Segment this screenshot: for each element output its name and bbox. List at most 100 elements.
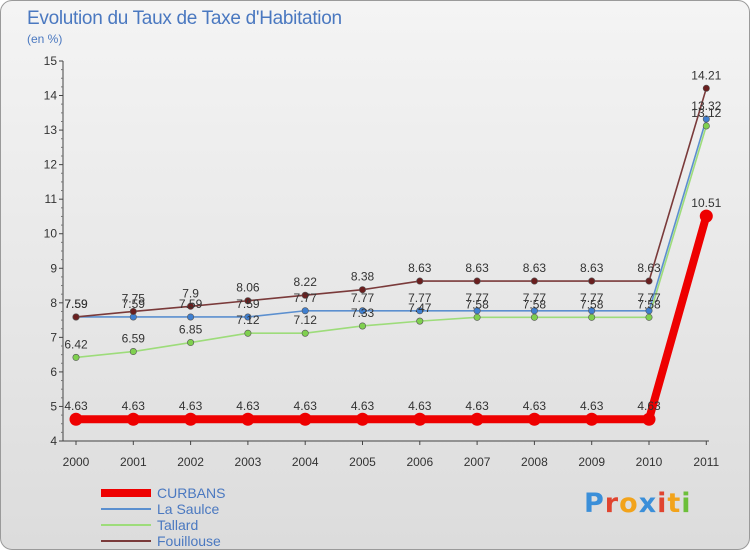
data-label: 7.77 <box>294 291 318 305</box>
y-tick-label: 12 <box>44 158 58 172</box>
data-label: 7.58 <box>637 297 661 311</box>
series-line-fouillouse <box>75 88 708 318</box>
logo-letter: r <box>604 488 620 519</box>
data-label: 8.63 <box>465 261 489 275</box>
legend-swatch <box>101 508 151 510</box>
data-point <box>416 277 424 285</box>
x-tick-label: 2003 <box>235 455 262 469</box>
data-label: 8.63 <box>408 261 432 275</box>
data-label: 6.85 <box>179 323 203 337</box>
data-point <box>301 307 309 315</box>
data-point <box>473 313 481 321</box>
y-tick-label: 15 <box>44 54 58 68</box>
legend-swatch <box>101 524 151 526</box>
data-point <box>588 277 596 285</box>
data-point <box>642 412 656 426</box>
data-point <box>416 307 424 315</box>
data-point <box>184 412 198 426</box>
data-label: 4.63 <box>408 399 432 413</box>
data-point <box>244 329 252 337</box>
legend-swatch <box>101 540 151 542</box>
data-label: 7.75 <box>122 291 146 305</box>
data-point <box>702 115 710 123</box>
data-point <box>298 412 312 426</box>
data-label: 4.63 <box>179 399 203 413</box>
data-point <box>358 307 366 315</box>
data-point <box>129 307 137 315</box>
data-label: 13.32 <box>691 99 721 113</box>
data-label: 4.63 <box>465 399 489 413</box>
legend-item: CURBANS <box>101 485 225 501</box>
data-label: 4.63 <box>637 399 661 413</box>
data-label: 7.59 <box>64 297 88 311</box>
legend-item: La Saulce <box>101 501 225 517</box>
series-line-tallard <box>75 125 708 359</box>
data-label: 7.59 <box>179 297 203 311</box>
data-label: 7.9 <box>182 286 199 300</box>
y-tick-label: 5 <box>50 399 57 413</box>
data-label: 7.12 <box>294 313 318 327</box>
series-line-curbans <box>76 215 711 424</box>
data-label: 6.42 <box>64 337 88 351</box>
y-tick-label: 7 <box>50 330 57 344</box>
logo-letter: P <box>584 488 605 519</box>
data-label: 7.58 <box>580 297 604 311</box>
data-point <box>244 297 252 305</box>
data-point <box>187 302 195 310</box>
data-label: 4.63 <box>294 399 318 413</box>
chart-title: Evolution du Taux de Taxe d'Habitation <box>27 8 342 29</box>
data-label: 14.21 <box>691 68 721 82</box>
data-label: 8.63 <box>523 261 547 275</box>
data-label: 8.06 <box>236 281 260 295</box>
data-point <box>530 313 538 321</box>
data-label: 7.58 <box>523 297 547 311</box>
data-label: 7.59 <box>236 297 260 311</box>
legend-swatch <box>101 489 151 497</box>
y-tick-label: 8 <box>50 296 57 310</box>
data-point <box>585 412 599 426</box>
legend-label: La Saulce <box>157 501 220 517</box>
data-label: 4.63 <box>351 399 375 413</box>
y-tick-label: 6 <box>50 365 57 379</box>
y-tick-label: 10 <box>44 227 58 241</box>
y-tick-label: 9 <box>50 261 57 275</box>
data-point <box>645 277 653 285</box>
data-point <box>301 329 309 337</box>
data-label: 7.59 <box>64 297 88 311</box>
data-label: 4.63 <box>236 399 260 413</box>
logo-letter: x <box>638 488 658 519</box>
data-point <box>470 412 484 426</box>
data-point <box>645 313 653 321</box>
data-point <box>126 412 140 426</box>
data-label: 8.63 <box>637 261 661 275</box>
data-point <box>413 412 427 426</box>
series-line-la-saulce <box>76 118 708 318</box>
data-point <box>187 339 195 347</box>
x-tick-label: 2009 <box>578 455 605 469</box>
data-point <box>702 122 710 130</box>
data-label: 7.33 <box>351 306 375 320</box>
data-label: 7.12 <box>236 313 260 327</box>
x-tick-label: 2005 <box>349 455 376 469</box>
x-tick-label: 2004 <box>292 455 319 469</box>
data-point <box>356 412 369 426</box>
x-tick-label: 2008 <box>521 455 548 469</box>
x-tick-label: 2011 <box>693 455 719 469</box>
data-point <box>358 322 366 330</box>
legend-item: Fouillouse <box>101 533 225 549</box>
logo-letter: t <box>667 488 682 519</box>
x-tick-label: 2007 <box>464 455 491 469</box>
data-point <box>588 313 596 321</box>
data-point <box>129 348 137 356</box>
data-label: 7.77 <box>351 291 375 305</box>
data-label: 4.63 <box>580 399 604 413</box>
data-point <box>72 353 80 361</box>
legend-label: CURBANS <box>157 485 226 501</box>
data-label: 10.51 <box>691 196 721 210</box>
x-tick-label: 2006 <box>406 455 433 469</box>
data-label: 8.38 <box>351 270 375 284</box>
data-point <box>244 313 252 321</box>
x-tick-label: 2002 <box>177 455 204 469</box>
legend-label: Tallard <box>157 517 199 533</box>
